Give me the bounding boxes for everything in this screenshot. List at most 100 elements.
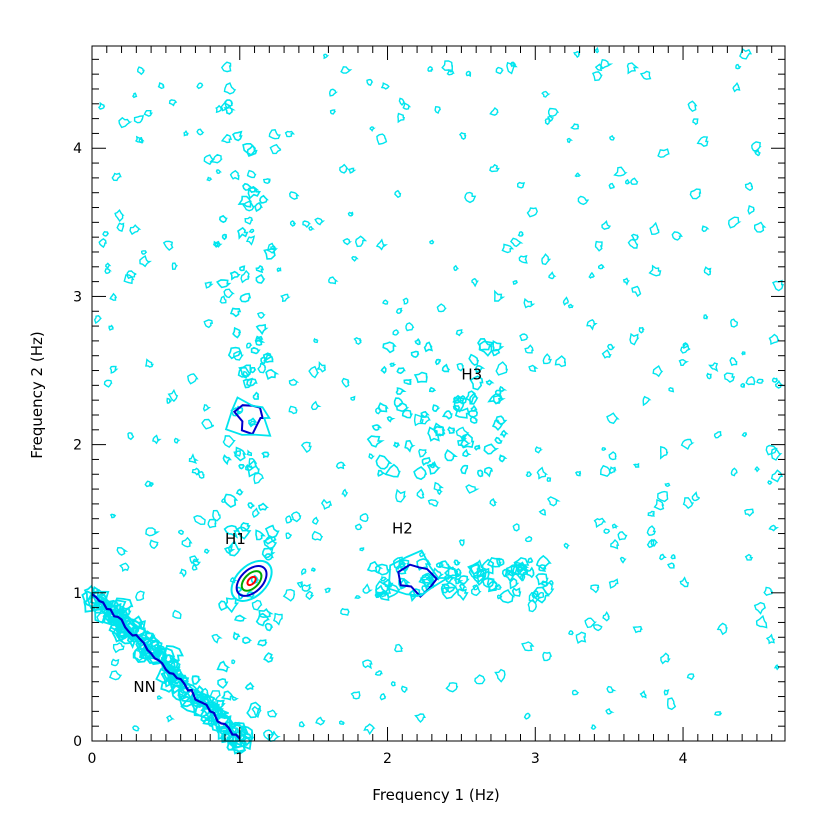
contour-line <box>302 220 312 229</box>
contour-line <box>196 128 205 136</box>
contour-line <box>240 269 250 284</box>
contour-line <box>496 558 505 568</box>
contour-line <box>592 624 603 632</box>
contour-line <box>494 436 503 445</box>
contour-line <box>379 576 388 582</box>
contour-line <box>285 532 292 540</box>
contour-line <box>414 338 421 346</box>
contour-line <box>232 326 242 339</box>
contour-line <box>657 490 669 503</box>
contour-line <box>202 404 212 412</box>
contour-line <box>149 539 159 550</box>
contour-line <box>494 289 506 302</box>
contour-line <box>191 675 202 685</box>
contour-line <box>765 633 775 645</box>
contour-line <box>255 612 270 627</box>
contour-line <box>744 508 755 517</box>
contour-line <box>255 273 266 284</box>
contour-line <box>469 392 479 405</box>
contour-line <box>425 573 434 583</box>
contour-line <box>458 131 467 140</box>
contour-line <box>374 591 383 599</box>
contour-line <box>501 243 515 254</box>
contour-line <box>395 387 407 395</box>
contour-line <box>209 153 223 164</box>
contour-line <box>570 123 580 130</box>
contour-line <box>473 444 481 451</box>
contour-line <box>267 709 278 718</box>
contour-line <box>392 441 401 448</box>
contour-line <box>575 470 582 477</box>
contour-line <box>590 724 597 730</box>
contour-line <box>167 388 179 403</box>
contour-line <box>679 576 690 588</box>
contour-line <box>296 580 304 588</box>
contour-line <box>519 333 529 342</box>
contour-line <box>447 426 456 434</box>
h1-contour-level-3 <box>240 570 263 592</box>
contour-line <box>229 169 240 181</box>
contour-line <box>476 469 484 478</box>
contour-line <box>223 104 236 115</box>
contour-line <box>263 247 277 260</box>
contour-line <box>140 250 148 255</box>
contour-line <box>639 690 648 699</box>
contour-line <box>691 491 700 502</box>
contour-line <box>255 323 269 336</box>
contour-line <box>300 568 307 576</box>
contour-line <box>680 438 695 451</box>
contour-line <box>212 509 221 522</box>
contour-line <box>474 364 486 374</box>
contour-line <box>763 586 773 597</box>
contour-line <box>255 335 264 344</box>
contour-line <box>398 97 405 106</box>
contour-line <box>518 254 528 264</box>
contour-line <box>426 461 441 475</box>
contour-line <box>706 372 712 380</box>
contour-line <box>375 238 389 251</box>
y-tick-label: 4 <box>73 141 82 157</box>
contour-line <box>410 350 420 358</box>
contour-line <box>573 50 581 59</box>
contour-line <box>445 682 459 693</box>
contour-line <box>754 466 761 473</box>
contour-line <box>652 365 664 378</box>
contour-line <box>701 225 710 233</box>
y-tick-label: 2 <box>73 438 82 454</box>
contour-line <box>93 315 103 325</box>
contour-line <box>193 514 206 526</box>
contour-line <box>756 378 764 384</box>
contour-line <box>588 271 596 279</box>
contour-line <box>470 584 482 597</box>
contour-line <box>598 263 605 270</box>
contour-line <box>242 370 250 379</box>
contour-line <box>246 449 253 457</box>
contour-line <box>347 211 354 217</box>
contour-line <box>483 466 494 478</box>
contour-line <box>114 209 125 223</box>
contour-line <box>686 673 695 681</box>
contour-line <box>203 548 210 555</box>
contour-line <box>680 342 691 354</box>
contour-line <box>132 725 140 732</box>
contour-line <box>239 292 252 303</box>
contour-line <box>223 82 237 95</box>
contour-line <box>703 314 709 320</box>
h1-contour-level-4 <box>246 575 257 587</box>
contour-line <box>328 88 338 97</box>
contour-line <box>678 358 690 366</box>
contour-line <box>732 82 741 93</box>
contour-line <box>315 716 326 726</box>
contour-line <box>534 446 543 454</box>
contour-line <box>118 116 133 129</box>
contour-line <box>571 689 580 696</box>
contour-line <box>428 386 437 393</box>
contour-line <box>245 342 253 349</box>
contour-line <box>405 322 415 332</box>
contour-line <box>491 419 504 431</box>
contour-line <box>105 262 112 269</box>
contour-line <box>263 353 274 363</box>
contour-line <box>190 693 205 705</box>
contour-layer <box>81 46 785 755</box>
contour-line <box>608 466 617 475</box>
